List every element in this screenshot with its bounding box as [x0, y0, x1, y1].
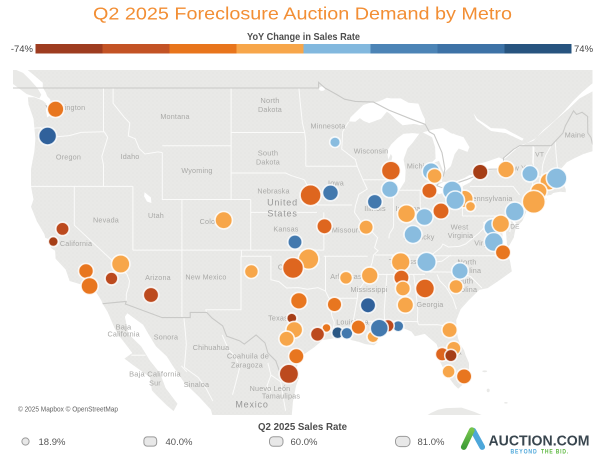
svg-text:74%: 74% — [574, 44, 594, 55]
svg-text:Texas: Texas — [268, 314, 288, 323]
svg-text:Mexico: Mexico — [235, 400, 268, 410]
svg-text:California: California — [108, 330, 140, 339]
svg-text:New Mexico: New Mexico — [185, 273, 226, 282]
svg-text:United: United — [267, 198, 298, 208]
svg-text:Sonora: Sonora — [154, 333, 178, 342]
svg-text:North: North — [260, 96, 279, 105]
svg-text:Mississippi: Mississippi — [351, 285, 388, 294]
svg-text:Wyoming: Wyoming — [181, 166, 212, 175]
svg-text:Nevada: Nevada — [93, 216, 119, 225]
svg-text:Q2 2025 Sales Rate: Q2 2025 Sales Rate — [258, 421, 347, 433]
svg-text:Georgia: Georgia — [417, 300, 444, 309]
svg-text:North: North — [457, 258, 476, 267]
svg-text:60.0%: 60.0% — [291, 437, 318, 448]
svg-text:South: South — [453, 277, 474, 286]
svg-text:Sinaloa: Sinaloa — [184, 380, 209, 389]
svg-text:Chihuahua: Chihuahua — [193, 343, 230, 352]
svg-text:Q2 2025 Foreclosure Auction De: Q2 2025 Foreclosure Auction Demand by Me… — [93, 4, 512, 24]
svg-text:Missouri: Missouri — [332, 226, 361, 235]
svg-text:Arizona: Arizona — [145, 273, 171, 282]
svg-text:BEYOND: BEYOND — [511, 450, 538, 456]
svg-text:Idaho: Idaho — [121, 152, 140, 161]
svg-text:40.0%: 40.0% — [166, 437, 193, 448]
svg-text:California: California — [60, 239, 92, 248]
svg-text:Zaragoza: Zaragoza — [231, 361, 263, 370]
svg-text:Dakota: Dakota — [258, 105, 282, 114]
svg-text:© 2025 Mapbox © OpenStreetMap: © 2025 Mapbox © OpenStreetMap — [18, 405, 118, 414]
svg-text:Baja California: Baja California — [129, 370, 181, 379]
svg-text:South: South — [258, 149, 279, 158]
svg-text:Kansas: Kansas — [273, 225, 298, 234]
svg-text:Nebraska: Nebraska — [257, 187, 289, 196]
svg-text:Dakota: Dakota — [256, 158, 280, 167]
svg-text:YoY Change in Sales Rate: YoY Change in Sales Rate — [247, 31, 360, 43]
svg-text:Nuevo León: Nuevo León — [250, 384, 291, 393]
svg-text:Iowa: Iowa — [328, 179, 344, 188]
svg-text:Sur: Sur — [149, 379, 161, 388]
svg-text:Minnesota: Minnesota — [311, 122, 346, 131]
svg-text:AUCTION.COM: AUCTION.COM — [489, 434, 590, 450]
svg-text:DE: DE — [510, 224, 520, 231]
svg-text:-74%: -74% — [11, 44, 34, 55]
svg-text:81.0%: 81.0% — [418, 437, 445, 448]
svg-text:New York: New York — [504, 164, 536, 173]
svg-text:Baja: Baja — [116, 323, 132, 332]
svg-text:VT: VT — [535, 152, 544, 159]
svg-text:18.9%: 18.9% — [39, 437, 66, 448]
svg-text:THE BID.: THE BID. — [541, 450, 569, 456]
svg-text:Oregon: Oregon — [56, 153, 81, 162]
svg-text:Michigan: Michigan — [407, 162, 437, 171]
svg-text:Coahuila de: Coahuila de — [227, 352, 269, 361]
svg-text:States: States — [267, 209, 297, 219]
svg-text:Maine: Maine — [565, 131, 586, 140]
svg-text:Pennsylvania: Pennsylvania — [467, 194, 512, 203]
svg-text:Wisconsin: Wisconsin — [354, 147, 389, 156]
svg-text:Utah: Utah — [148, 211, 164, 220]
svg-text:Tamaulipas: Tamaulipas — [262, 392, 301, 401]
svg-text:Virginia: Virginia — [448, 231, 473, 240]
svg-text:Washington: Washington — [46, 103, 86, 112]
svg-text:West: West — [451, 223, 469, 232]
svg-text:Montana: Montana — [160, 112, 189, 121]
